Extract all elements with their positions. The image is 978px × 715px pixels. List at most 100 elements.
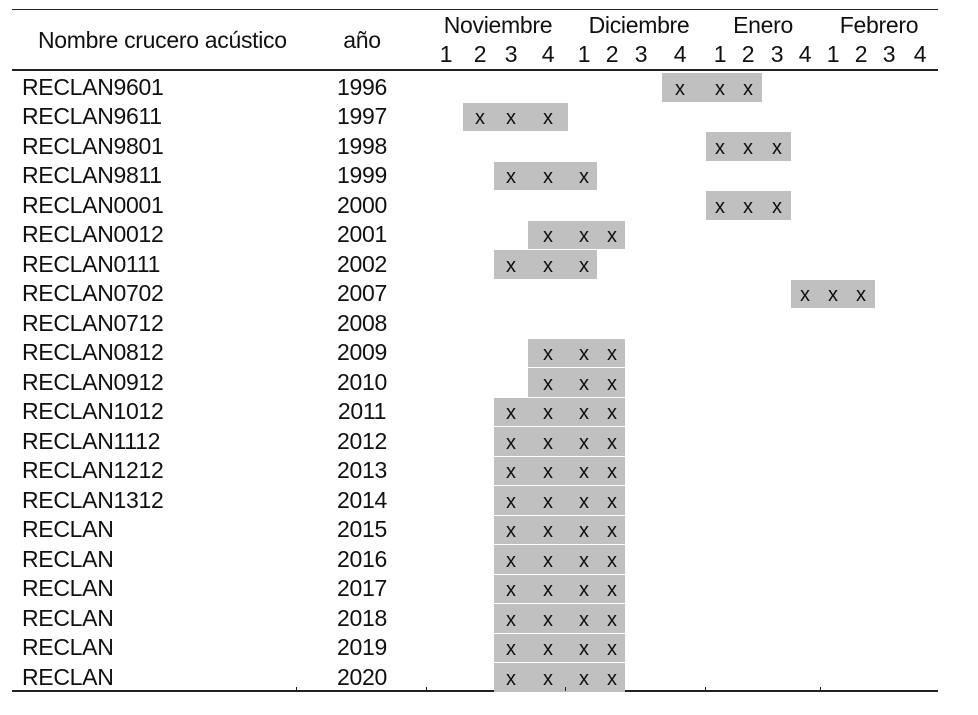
cruise-name: RECLAN1012 <box>22 398 164 425</box>
cruise-year: 2018 <box>337 604 387 631</box>
column-tick <box>565 687 566 691</box>
cruise-week-mark: x <box>543 402 553 425</box>
header-rule <box>12 69 938 71</box>
cruise-period-shade <box>706 132 791 161</box>
cruise-period-shade <box>528 220 625 249</box>
column-tick <box>705 687 706 691</box>
cruise-week-mark: x <box>543 638 553 661</box>
cruise-name: RECLAN0912 <box>22 368 164 395</box>
week-number-label: 2 <box>741 41 755 67</box>
cruise-week-mark: x <box>715 77 725 100</box>
week-number-label: 3 <box>882 41 896 67</box>
cruise-name: RECLAN0012 <box>22 221 164 248</box>
cruise-week-mark: x <box>543 490 553 513</box>
cruise-year: 1997 <box>337 103 387 130</box>
cruise-week-mark: x <box>579 254 589 277</box>
cruise-week-mark: x <box>506 431 516 454</box>
cruise-week-mark: x <box>607 431 617 454</box>
month-label-enero: Enero <box>733 12 793 38</box>
cruise-week-mark: x <box>475 107 485 130</box>
cruise-week-mark: x <box>856 284 866 307</box>
cruise-year: 2015 <box>337 516 387 543</box>
cruise-name: RECLAN9601 <box>22 73 164 100</box>
cruise-year: 2009 <box>337 339 387 366</box>
week-number-label: 1 <box>577 41 591 67</box>
cruise-week-mark: x <box>543 254 553 277</box>
cruise-year: 2002 <box>337 250 387 277</box>
cruise-period-shade <box>528 368 625 397</box>
cruise-week-mark: x <box>607 225 617 248</box>
week-number-label: 4 <box>798 41 812 67</box>
cruise-name: RECLAN0812 <box>22 339 164 366</box>
cruise-week-mark: x <box>579 579 589 602</box>
cruise-week-mark: x <box>506 107 516 130</box>
cruise-week-mark: x <box>543 343 553 366</box>
cruise-week-mark: x <box>607 490 617 513</box>
cruise-week-mark: x <box>607 461 617 484</box>
cruise-year: 2011 <box>337 398 387 425</box>
cruise-name: RECLAN <box>22 634 114 661</box>
cruise-name: RECLAN <box>22 575 114 602</box>
cruise-week-mark: x <box>607 608 617 631</box>
cruise-name: RECLAN0702 <box>22 280 164 307</box>
bottom-rule <box>12 690 938 692</box>
cruise-week-mark: x <box>506 402 516 425</box>
cruise-name: RECLAN9801 <box>22 132 164 159</box>
cruise-period-shade <box>528 338 625 367</box>
cruise-name: RECLAN <box>22 663 114 690</box>
cruise-year: 2001 <box>337 221 387 248</box>
cruise-week-mark: x <box>607 549 617 572</box>
header-name-column: Nombre crucero acústico <box>38 27 287 53</box>
cruise-week-mark: x <box>715 195 725 218</box>
cruise-week-mark: x <box>607 520 617 543</box>
cruise-week-mark: x <box>543 608 553 631</box>
cruise-week-mark: x <box>579 343 589 366</box>
cruise-week-mark: x <box>506 549 516 572</box>
cruise-name: RECLAN1312 <box>22 486 164 513</box>
cruise-week-mark: x <box>543 166 553 189</box>
cruise-week-mark: x <box>579 461 589 484</box>
cruise-week-mark: x <box>579 608 589 631</box>
cruise-week-mark: x <box>506 638 516 661</box>
cruise-period-shade <box>706 191 791 220</box>
cruise-name: RECLAN9611 <box>22 103 162 130</box>
cruise-week-mark: x <box>543 431 553 454</box>
cruise-period-shade <box>494 397 625 426</box>
cruise-week-mark: x <box>543 225 553 248</box>
cruise-week-mark: x <box>579 402 589 425</box>
cruise-name: RECLAN1112 <box>22 427 161 454</box>
cruise-period-shade <box>494 604 625 633</box>
cruise-week-mark: x <box>607 667 617 690</box>
cruise-week-mark: x <box>506 520 516 543</box>
cruise-period-shade <box>494 250 597 279</box>
week-number-label: 1 <box>713 41 727 67</box>
cruise-week-mark: x <box>543 461 553 484</box>
cruise-period-shade <box>662 73 762 102</box>
month-label-noviembre: Noviembre <box>443 12 553 38</box>
cruise-name: RECLAN <box>22 545 114 572</box>
cruise-year: 2014 <box>337 486 387 513</box>
cruise-year: 2013 <box>337 457 387 484</box>
column-tick <box>820 687 821 691</box>
cruise-week-mark: x <box>607 638 617 661</box>
week-number-label: 2 <box>473 41 487 67</box>
cruise-week-mark: x <box>800 284 810 307</box>
cruise-week-mark: x <box>772 195 782 218</box>
cruise-week-mark: x <box>543 549 553 572</box>
cruise-week-mark: x <box>579 490 589 513</box>
cruise-week-mark: x <box>715 136 725 159</box>
cruise-year: 2008 <box>337 309 387 336</box>
cruise-period-shade <box>494 574 625 603</box>
cruise-week-mark: x <box>506 490 516 513</box>
cruise-week-mark: x <box>675 77 685 100</box>
week-number-label: 3 <box>634 41 648 67</box>
cruise-period-shade <box>494 545 625 574</box>
cruise-week-mark: x <box>506 579 516 602</box>
week-number-label: 4 <box>673 41 687 67</box>
cruise-week-mark: x <box>607 343 617 366</box>
cruise-year: 2012 <box>337 427 387 454</box>
cruise-year: 2007 <box>337 280 387 307</box>
cruise-week-mark: x <box>543 579 553 602</box>
cruise-name: RECLAN0001 <box>22 191 164 218</box>
cruise-year: 1999 <box>337 162 387 189</box>
